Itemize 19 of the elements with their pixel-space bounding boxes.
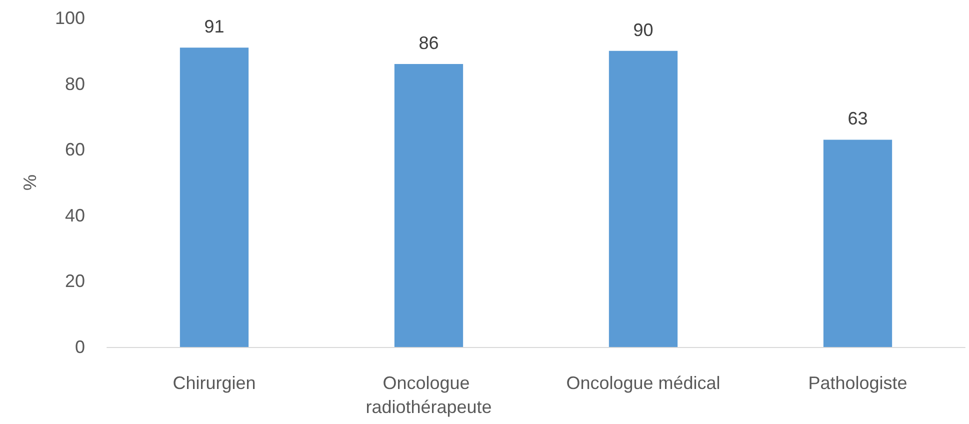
x-tick-label: Oncologue médical [566, 373, 720, 393]
x-tick-label: Oncologue radiothérapeute [366, 373, 492, 417]
bar [394, 64, 464, 347]
data-label: 86 [418, 33, 439, 54]
y-tick-label: 60 [64, 140, 85, 160]
bar [180, 48, 249, 347]
x-tick-label: Pathologiste [808, 373, 908, 393]
bar [608, 50, 678, 347]
y-tick-label: 80 [64, 74, 85, 94]
y-tick-label: 40 [64, 205, 85, 226]
y-axis-title: % [20, 174, 40, 191]
data-label: 91 [204, 16, 224, 37]
data-label: 63 [848, 108, 868, 129]
data-label: 90 [633, 20, 654, 40]
x-tick-label: Chirurgien [172, 373, 256, 393]
y-tick-label: 0 [74, 337, 85, 357]
bar [823, 140, 892, 347]
y-tick-label: 100 [54, 8, 85, 28]
y-tick-label: 20 [64, 271, 85, 292]
